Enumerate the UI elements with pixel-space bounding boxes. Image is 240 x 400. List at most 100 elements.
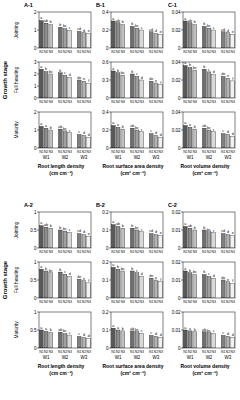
significance-letter: a xyxy=(184,61,186,65)
y-tick-label: 0.04 xyxy=(172,10,181,15)
significance-letter: a xyxy=(112,17,114,21)
group-label: W3 xyxy=(225,155,232,160)
plot-frame xyxy=(39,262,91,298)
bar xyxy=(68,276,72,298)
significance-letter: a xyxy=(112,324,114,328)
bars xyxy=(39,69,90,98)
significance-letter: ab xyxy=(188,224,192,228)
y-tick-label: 0 xyxy=(106,296,109,301)
significance-letter: b xyxy=(194,125,196,129)
significance-letter: de xyxy=(77,275,81,279)
significance-letter: c xyxy=(69,129,71,133)
significance-letter: c xyxy=(78,130,80,134)
y-tick-label: 0 xyxy=(106,246,109,251)
bar xyxy=(49,333,53,348)
x-tick-label: N3 xyxy=(86,100,90,104)
y-tick xyxy=(37,98,39,99)
significance-letter: d xyxy=(69,73,71,77)
significance-letter: bc xyxy=(49,269,53,273)
bar xyxy=(193,332,197,348)
significance-letter: d xyxy=(69,272,71,276)
bar xyxy=(154,280,158,298)
significance-letter: c xyxy=(69,26,71,30)
bars xyxy=(111,267,162,298)
y-tick xyxy=(37,262,39,263)
bar xyxy=(221,134,225,148)
y-tick xyxy=(181,262,183,263)
significance-letter: c xyxy=(213,128,215,132)
significance-letter: bc xyxy=(63,227,67,231)
panel-label: C-1 xyxy=(168,2,177,8)
significance-letter: d xyxy=(232,333,234,337)
bar xyxy=(159,337,163,348)
bars xyxy=(183,126,234,149)
x-axis-label: Root length density xyxy=(38,163,85,169)
bar xyxy=(221,335,225,348)
bar xyxy=(212,132,216,148)
bar xyxy=(135,273,139,298)
significance-letter: d xyxy=(155,131,157,135)
significance-letter: c xyxy=(78,332,80,336)
subplot: 012aabbbbcccddeN1N2N3N1N2N3N1N2N3Jointin… xyxy=(14,2,91,54)
significance-letter: a xyxy=(112,263,114,267)
significance-letter: d xyxy=(83,131,85,135)
y-tick xyxy=(181,212,183,213)
bar xyxy=(207,333,211,348)
bar xyxy=(130,331,134,348)
y-tick-label: 0.01 xyxy=(172,278,181,283)
subplot: 0123abbcbcddeefN1N2N3N1N2N3N1N2N3Full he… xyxy=(2,60,91,105)
y-tick xyxy=(181,280,183,281)
y-tick-label: 0 xyxy=(178,46,181,51)
x-axis-label: Root surface area density xyxy=(102,163,163,169)
significance-letter: c xyxy=(136,269,138,273)
y-tick xyxy=(37,298,39,299)
subplot: 00.51aabbbbcccddeN1N2N3N1N2N3N1N2N3Joint… xyxy=(14,202,91,254)
significance-letter: e xyxy=(160,30,162,34)
y-axis-label: Maturity xyxy=(14,121,19,139)
y-tick xyxy=(181,298,183,299)
bars xyxy=(111,21,162,48)
subplot: 00.010.02aababbcccddN1N2N3N1N2N3N1N2N3W1… xyxy=(172,310,235,377)
significance-letter: c xyxy=(213,329,215,333)
bar xyxy=(212,334,216,348)
bar xyxy=(149,278,153,298)
bar xyxy=(226,336,230,348)
significance-letter: bc xyxy=(135,328,139,332)
bar xyxy=(39,269,43,298)
bar xyxy=(149,81,153,98)
y-tick xyxy=(109,280,111,281)
bar xyxy=(44,271,48,298)
y-tick-label: 0.02 xyxy=(172,28,181,33)
panel-label: C-2 xyxy=(168,202,177,208)
significance-letter: f xyxy=(160,278,161,282)
group-label: W2 xyxy=(62,155,69,160)
y-tick xyxy=(37,248,39,249)
bars xyxy=(111,225,162,248)
y-tick xyxy=(109,230,111,231)
x-tick-label: N3 xyxy=(49,350,53,354)
bar xyxy=(207,130,211,148)
significance-letter: e xyxy=(88,29,90,33)
significance-letter: a xyxy=(40,65,42,69)
significance-letter: a xyxy=(184,326,186,330)
bar xyxy=(226,135,230,149)
subplot: 00.020.04abbcbcddeefN1N2N3N1N2N3N1N2N3 xyxy=(172,60,235,105)
y-tick xyxy=(109,330,111,331)
y-tick xyxy=(181,98,183,99)
bar xyxy=(226,282,230,298)
plot-frame xyxy=(39,112,91,148)
significance-letter: d xyxy=(155,29,157,33)
bar xyxy=(202,69,206,98)
x-tick-label: N3 xyxy=(49,50,53,54)
bar xyxy=(188,67,192,98)
bar xyxy=(183,126,187,149)
bar xyxy=(183,66,187,98)
y-tick-label: 0.04 xyxy=(172,60,181,65)
bar xyxy=(39,226,43,248)
y-tick xyxy=(37,86,39,87)
significance-letter: c xyxy=(213,26,215,30)
bar xyxy=(63,231,67,248)
x-tick-label: N3 xyxy=(140,300,144,304)
bar xyxy=(68,78,72,98)
x-tick-label: N3 xyxy=(140,350,144,354)
